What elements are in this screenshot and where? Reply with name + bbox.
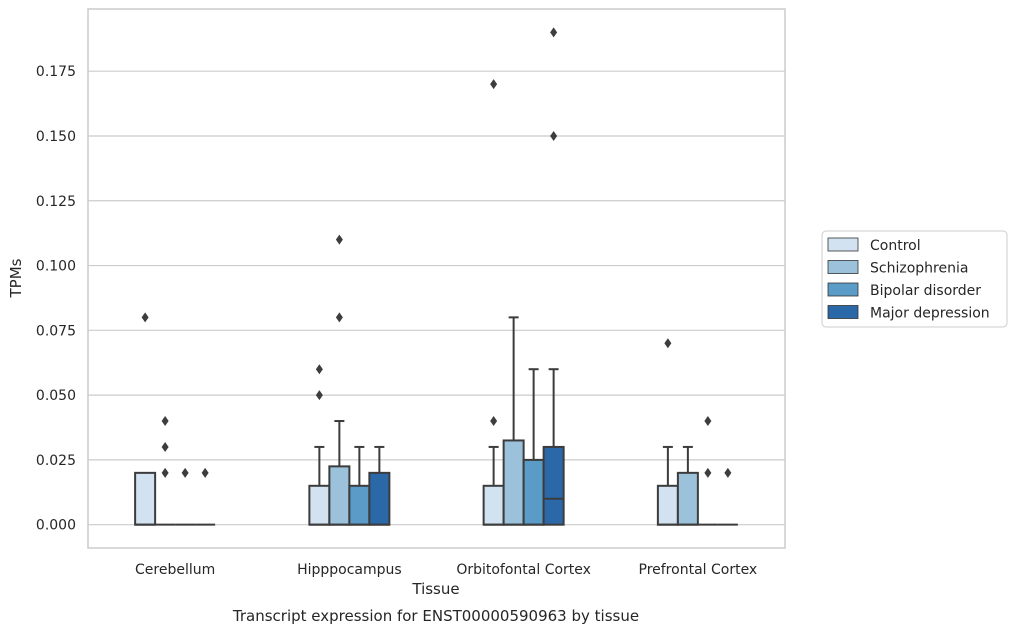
box <box>522 458 545 526</box>
box-group <box>155 416 176 526</box>
legend-swatch <box>827 260 859 274</box>
outlier-point <box>181 467 189 478</box>
x-tick-label: Orbitofontal Cortex <box>456 562 591 578</box>
box-group <box>348 445 371 526</box>
box <box>368 471 391 526</box>
box-group <box>308 364 331 526</box>
y-tick-label: 0.150 <box>36 129 76 145</box>
y-tick-label: 0.075 <box>36 323 76 339</box>
box <box>328 465 351 526</box>
box-group <box>542 27 565 526</box>
box-group <box>502 316 525 526</box>
outlier-point <box>315 364 323 375</box>
outlier-point <box>490 79 498 90</box>
outlier-point <box>724 467 732 478</box>
box-group <box>328 234 351 526</box>
box-group <box>482 79 505 526</box>
grid-lines <box>88 70 785 526</box>
outlier-point <box>550 130 558 141</box>
x-tick-labels: Cerebellum Hipppocampus Orbitofontal Corte… <box>135 562 757 578</box>
box-group <box>195 467 216 526</box>
legend: Control Schizophrenia Bipolar disorder Majo… <box>821 230 1008 328</box>
box <box>134 471 157 526</box>
x-axis-label: Tissue <box>411 580 459 598</box>
legend-label: Control <box>870 238 921 254</box>
x-tick-label: Hipppocampus <box>297 562 402 578</box>
y-tick-label: 0.025 <box>36 453 76 469</box>
box <box>308 484 331 526</box>
outlier-point <box>161 441 169 452</box>
box <box>348 484 371 526</box>
y-tick-label: 0.050 <box>36 388 76 404</box>
outlier-point <box>315 390 323 401</box>
box-group <box>676 445 699 526</box>
outlier-point <box>550 27 558 38</box>
x-tick-label: Prefrontal Cortex <box>639 562 758 578</box>
legend-swatch <box>827 282 859 297</box>
outlier-point <box>490 416 498 427</box>
outlier-point <box>664 338 672 349</box>
box-group <box>522 368 545 526</box>
box <box>482 484 505 526</box>
box <box>502 439 525 526</box>
outlier-point <box>161 416 169 427</box>
box-group <box>368 445 391 526</box>
box-group <box>697 416 718 526</box>
x-tick-label: Cerebellum <box>135 562 215 578</box>
chart-caption: Transcript expression for ENST0000059096… <box>232 607 639 625</box>
plot-frame <box>87 8 786 549</box>
box-series <box>134 27 738 526</box>
outlier-point <box>704 467 712 478</box>
plot-area <box>88 9 785 548</box>
legend-swatch <box>827 305 859 319</box>
box-group <box>134 312 157 526</box>
outlier-point <box>704 416 712 427</box>
y-tick-label: 0.125 <box>36 194 76 210</box>
outlier-point <box>201 467 209 478</box>
box-group <box>717 467 738 526</box>
legend-label: Schizophrenia <box>870 261 968 277</box>
box <box>656 484 679 526</box>
y-tick-label: 0.100 <box>36 259 76 275</box>
legend-swatch <box>827 237 859 252</box>
y-axis-label: TPMs <box>7 258 25 298</box>
outlier-point <box>141 312 149 323</box>
outlier-point <box>335 312 343 323</box>
box-group <box>175 467 196 526</box>
legend-label: Major depression <box>870 306 990 322</box>
outlier-point <box>161 467 169 478</box>
legend-frame <box>821 230 1008 328</box>
outlier-point <box>335 234 343 245</box>
box <box>542 445 565 526</box>
legend-label: Bipolar disorder <box>870 283 981 299</box>
y-tick-label: 0.000 <box>36 518 76 534</box>
y-tick-labels: 0.000 0.025 0.050 0.075 0.100 0.125 0.150 0.175 <box>36 64 76 533</box>
box <box>676 471 699 526</box>
y-tick-label: 0.175 <box>36 64 76 80</box>
